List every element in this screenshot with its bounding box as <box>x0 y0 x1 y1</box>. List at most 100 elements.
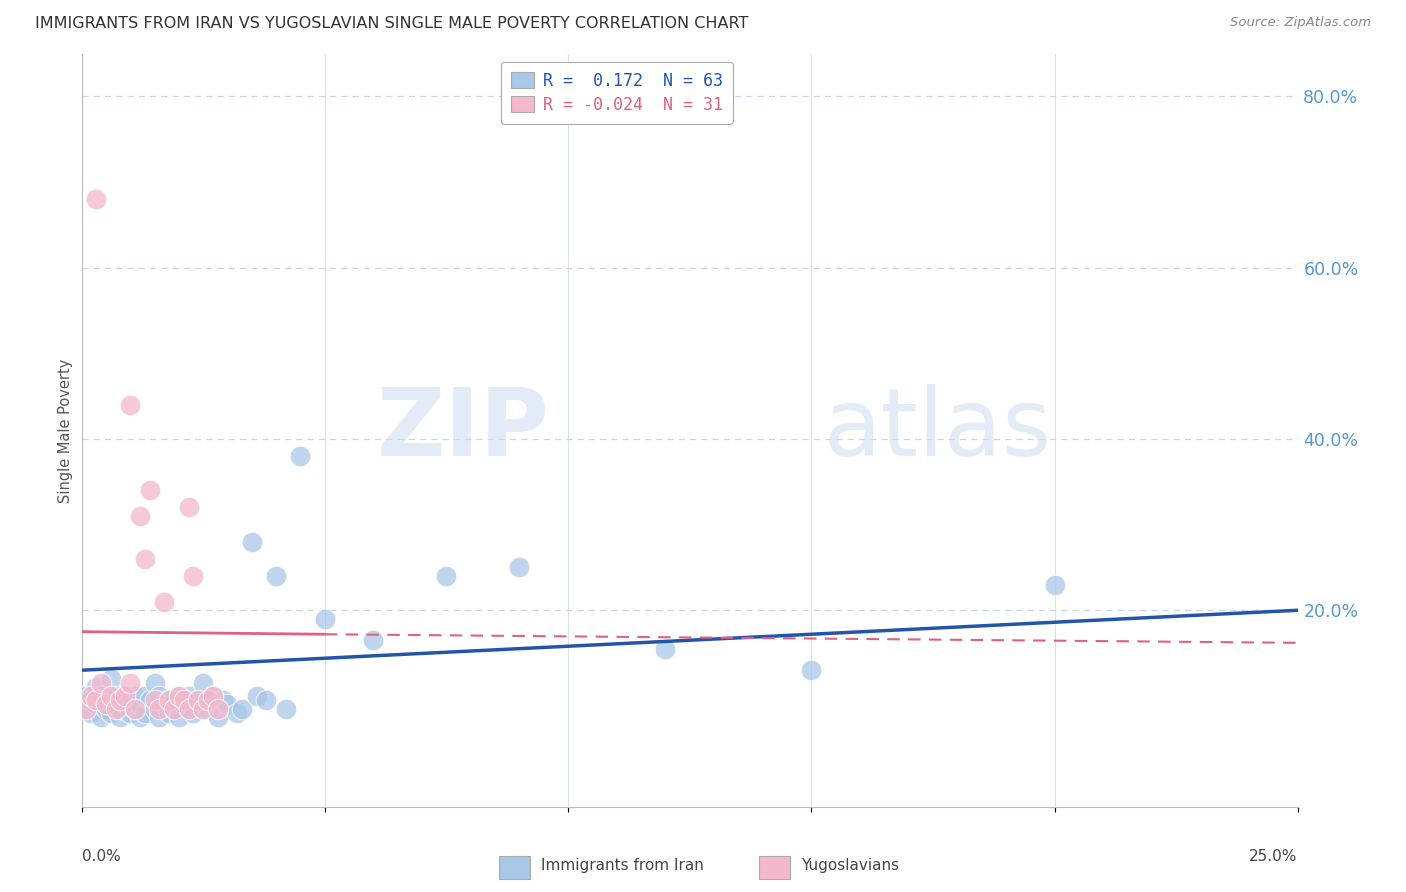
FancyBboxPatch shape <box>499 856 530 879</box>
Point <box>110 702 132 716</box>
Point <box>110 693 132 707</box>
Point <box>84 681 107 695</box>
Point <box>143 702 166 716</box>
Point <box>508 560 530 574</box>
Point <box>84 693 107 707</box>
Point <box>173 693 195 707</box>
Point <box>75 702 97 716</box>
Point <box>80 689 103 703</box>
Point <box>207 702 229 716</box>
Point <box>100 706 122 720</box>
Point <box>173 698 195 712</box>
Point <box>134 552 156 566</box>
Point <box>90 689 112 703</box>
Point <box>129 509 152 524</box>
Point <box>94 698 117 712</box>
Point <box>120 676 142 690</box>
Point <box>167 710 190 724</box>
Point <box>80 706 103 720</box>
Point <box>148 689 170 703</box>
Point <box>104 689 127 703</box>
Point <box>177 702 200 716</box>
Text: ZIP: ZIP <box>377 384 550 476</box>
Point <box>800 663 823 677</box>
Point <box>177 689 200 703</box>
Point <box>94 702 117 716</box>
Point <box>80 693 103 707</box>
Point <box>1043 577 1066 591</box>
Point <box>138 693 160 707</box>
Point <box>654 641 676 656</box>
Point <box>211 693 233 707</box>
Point <box>157 693 180 707</box>
Point <box>100 689 122 703</box>
Text: IMMIGRANTS FROM IRAN VS YUGOSLAVIAN SINGLE MALE POVERTY CORRELATION CHART: IMMIGRANTS FROM IRAN VS YUGOSLAVIAN SING… <box>35 16 748 31</box>
Point <box>124 689 146 703</box>
Point <box>314 612 336 626</box>
Point <box>157 693 180 707</box>
Text: 0.0%: 0.0% <box>82 848 121 863</box>
Point <box>264 569 287 583</box>
Point <box>254 693 277 707</box>
Point <box>163 702 186 716</box>
Point <box>197 702 219 716</box>
Point <box>90 676 112 690</box>
Point <box>104 698 127 712</box>
Point <box>84 192 107 206</box>
Point <box>114 698 136 712</box>
Point <box>114 689 136 703</box>
Point <box>167 689 190 703</box>
Point <box>191 702 215 716</box>
Point <box>143 693 166 707</box>
Point <box>177 500 200 515</box>
Point <box>183 706 205 720</box>
Point <box>163 702 186 716</box>
Point <box>436 569 458 583</box>
Point <box>124 702 146 716</box>
Point <box>120 706 142 720</box>
Point <box>177 702 200 716</box>
Point <box>143 676 166 690</box>
Point <box>167 689 190 703</box>
Text: Source: ZipAtlas.com: Source: ZipAtlas.com <box>1230 16 1371 29</box>
Point <box>290 449 312 463</box>
Point <box>120 693 142 707</box>
Y-axis label: Single Male Poverty: Single Male Poverty <box>58 359 73 502</box>
Point <box>110 710 132 724</box>
Point <box>240 534 263 549</box>
Point <box>84 698 107 712</box>
Point <box>120 398 142 412</box>
Point <box>148 702 170 716</box>
Text: Yugoslavians: Yugoslavians <box>801 858 900 872</box>
Point <box>134 689 156 703</box>
Point <box>217 698 239 712</box>
Point <box>75 702 97 716</box>
Point <box>129 698 152 712</box>
Point <box>274 702 297 716</box>
Point <box>363 633 385 648</box>
Point <box>148 710 170 724</box>
Text: Immigrants from Iran: Immigrants from Iran <box>541 858 704 872</box>
Point <box>187 693 209 707</box>
Point <box>246 689 269 703</box>
Point <box>129 710 152 724</box>
Point <box>157 706 180 720</box>
Point <box>191 676 215 690</box>
Point <box>94 693 117 707</box>
Point <box>226 706 249 720</box>
Point <box>207 710 229 724</box>
Point <box>153 698 176 712</box>
Point <box>197 693 219 707</box>
Point <box>124 702 146 716</box>
Point <box>183 569 205 583</box>
Legend: R =  0.172  N = 63, R = -0.024  N = 31: R = 0.172 N = 63, R = -0.024 N = 31 <box>501 62 733 124</box>
FancyBboxPatch shape <box>759 856 790 879</box>
Point <box>201 689 224 703</box>
Point <box>100 672 122 686</box>
Point <box>153 595 176 609</box>
Point <box>187 693 209 707</box>
Text: 25.0%: 25.0% <box>1250 848 1298 863</box>
Point <box>114 689 136 703</box>
Point <box>75 689 97 703</box>
Text: atlas: atlas <box>824 384 1052 476</box>
